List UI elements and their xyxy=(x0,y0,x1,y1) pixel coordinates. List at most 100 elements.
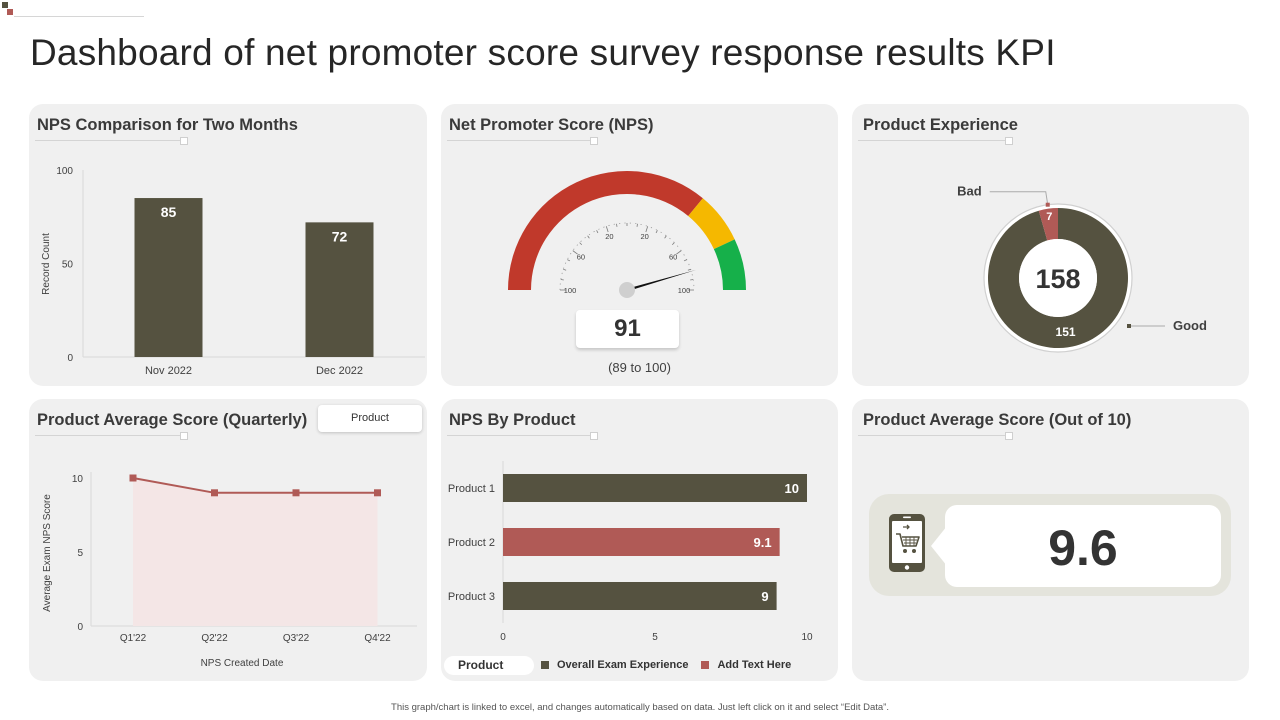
y-tick-label: 50 xyxy=(62,260,74,271)
donut-slice xyxy=(1038,208,1058,241)
bar-value-label: 72 xyxy=(332,228,348,244)
page-title: Dashboard of net promoter score survey r… xyxy=(30,32,1056,73)
gauge-tick-label: 20 xyxy=(605,232,613,241)
bar-value-label: 85 xyxy=(161,204,177,220)
x-tick-label: Dec 2022 xyxy=(316,365,363,377)
data-point xyxy=(374,489,381,497)
x-tick-label: Q2'22 xyxy=(201,633,228,644)
series-line xyxy=(132,477,378,494)
y-tick-label: Product 2 xyxy=(448,537,495,549)
bar xyxy=(305,222,374,357)
y-tick-label: 10 xyxy=(72,474,84,485)
data-point xyxy=(129,474,137,482)
gauge-tick xyxy=(687,268,691,271)
legend-item[interactable]: Add Text Here xyxy=(717,659,792,671)
product-experience-panel: Product Experience 151 7 158 Bad Good xyxy=(852,104,1249,386)
panel-title: Net Promoter Score (NPS) xyxy=(449,116,654,134)
nps-value: 91 xyxy=(576,310,679,348)
y-tick-label: 100 xyxy=(56,166,73,177)
corner-decoration xyxy=(0,0,150,20)
gauge-needle xyxy=(626,269,697,292)
nps-gauge-chart[interactable]: 100 60 20 20 60 100 xyxy=(441,104,838,386)
donut-slice-value: 151 xyxy=(1056,325,1076,339)
bar xyxy=(503,582,777,610)
gauge-tick xyxy=(596,230,599,234)
gauge-tick-label: 20 xyxy=(640,232,648,241)
legend-label-bad: Bad xyxy=(957,184,982,199)
data-point xyxy=(211,489,218,497)
x-tick-label: 5 xyxy=(652,632,658,643)
mobile-shopping-cart-icon xyxy=(889,514,925,572)
title-underline xyxy=(35,432,188,440)
y-axis-label: Record Count xyxy=(41,233,52,295)
gauge-tick xyxy=(567,259,571,262)
legend-item[interactable]: Overall Exam Experience xyxy=(557,659,689,671)
gauge-tick xyxy=(579,242,583,246)
nps-gauge-panel: Net Promoter Score (NPS) 100 60 20 20 60 100 … xyxy=(441,104,838,386)
leader-dot-good xyxy=(1127,324,1131,328)
gauge-tick-label: 60 xyxy=(577,252,585,261)
nps-comparison-panel: NPS Comparison for Two Months 0 50 100 Reco… xyxy=(29,104,427,386)
title-underline xyxy=(35,137,188,145)
nps-comparison-chart[interactable]: 0 50 100 Record Count 85 Nov 2022 72 Dec 2022 xyxy=(29,104,427,386)
gauge-tick-label: 60 xyxy=(669,252,677,261)
bar xyxy=(503,528,780,556)
average-score-panel: Product Average Score (Out of 10) 9.6 xyxy=(852,399,1249,681)
quarterly-score-panel: Product Average Score (Quarterly) Produc… xyxy=(29,399,427,681)
bar xyxy=(503,474,807,502)
chart-legend: Product Overall Exam Experience Add Text… xyxy=(444,655,804,675)
panel-title: Product Experience xyxy=(863,116,1018,134)
panel-title: Product Average Score (Out of 10) xyxy=(863,411,1132,429)
nps-range: (89 to 100) xyxy=(608,360,671,375)
gauge-tick-label: 100 xyxy=(678,286,691,295)
bar-value-label: 9 xyxy=(761,589,768,604)
gauge-tick xyxy=(605,226,609,233)
gauge-tick xyxy=(671,242,675,246)
x-tick-label: Q1'22 xyxy=(120,633,147,644)
y-tick-label: Product 3 xyxy=(448,591,495,603)
x-tick-label: Nov 2022 xyxy=(145,365,192,377)
gauge-band-detractors xyxy=(508,171,703,290)
x-tick-label: Q4'22 xyxy=(364,633,391,644)
nps-by-product-chart[interactable]: 10 Product 1 9.1 Product 2 9 Product 3 0 5 10 xyxy=(441,399,838,681)
title-underline xyxy=(447,432,598,440)
title-underline xyxy=(447,137,598,145)
y-tick-label: 0 xyxy=(67,353,73,364)
legend-label-good: Good xyxy=(1173,318,1207,333)
quarterly-score-chart[interactable]: 0 5 10 Q1'22 Q2'22 Q3'22 Q4'22 NPS Created Date… xyxy=(29,399,427,681)
score-pointer xyxy=(931,526,947,566)
score-display: 9.6 xyxy=(945,505,1221,587)
donut-center xyxy=(1019,239,1097,317)
bar xyxy=(134,198,203,357)
gauge-tick xyxy=(572,250,578,255)
gauge-tick-label: 100 xyxy=(564,286,577,295)
title-underline xyxy=(858,137,1013,145)
gauge-tick xyxy=(664,235,667,239)
leader-dot-bad xyxy=(1045,202,1050,207)
product-experience-chart[interactable]: 151 7 158 Bad Good xyxy=(852,104,1249,386)
gauge-band-passives xyxy=(688,198,735,250)
legend-title: Product xyxy=(444,655,534,675)
product-filter-button[interactable]: Product xyxy=(318,405,422,432)
score-card: 9.6 xyxy=(869,494,1231,596)
average-score-value: 9.6 xyxy=(1048,520,1118,576)
panel-title: Product Average Score (Quarterly) xyxy=(37,411,308,429)
gauge-hub xyxy=(619,282,635,298)
panel-title: NPS Comparison for Two Months xyxy=(37,116,298,134)
donut-total: 158 xyxy=(1035,264,1080,294)
y-tick-label: Product 1 xyxy=(448,483,495,495)
y-tick-label: 0 xyxy=(77,622,83,633)
x-axis-label: NPS Created Date xyxy=(201,658,284,669)
x-tick-label: Q3'22 xyxy=(283,633,310,644)
legend-swatch-rose xyxy=(701,661,710,669)
x-tick-label: 0 xyxy=(500,632,506,643)
gauge-tick xyxy=(587,235,590,239)
area-fill xyxy=(133,478,378,626)
nps-by-product-panel: NPS By Product 10 Product 1 9.1 Product 2 9 P… xyxy=(441,399,838,681)
panel-title: NPS By Product xyxy=(449,411,576,429)
gauge-tick xyxy=(676,250,682,255)
y-axis-label: Average Exam NPS Score xyxy=(42,494,53,612)
gauge-tick xyxy=(645,226,649,233)
donut-slice-value: 7 xyxy=(1046,211,1052,223)
footnote: This graph/chart is linked to excel, and… xyxy=(391,702,889,713)
